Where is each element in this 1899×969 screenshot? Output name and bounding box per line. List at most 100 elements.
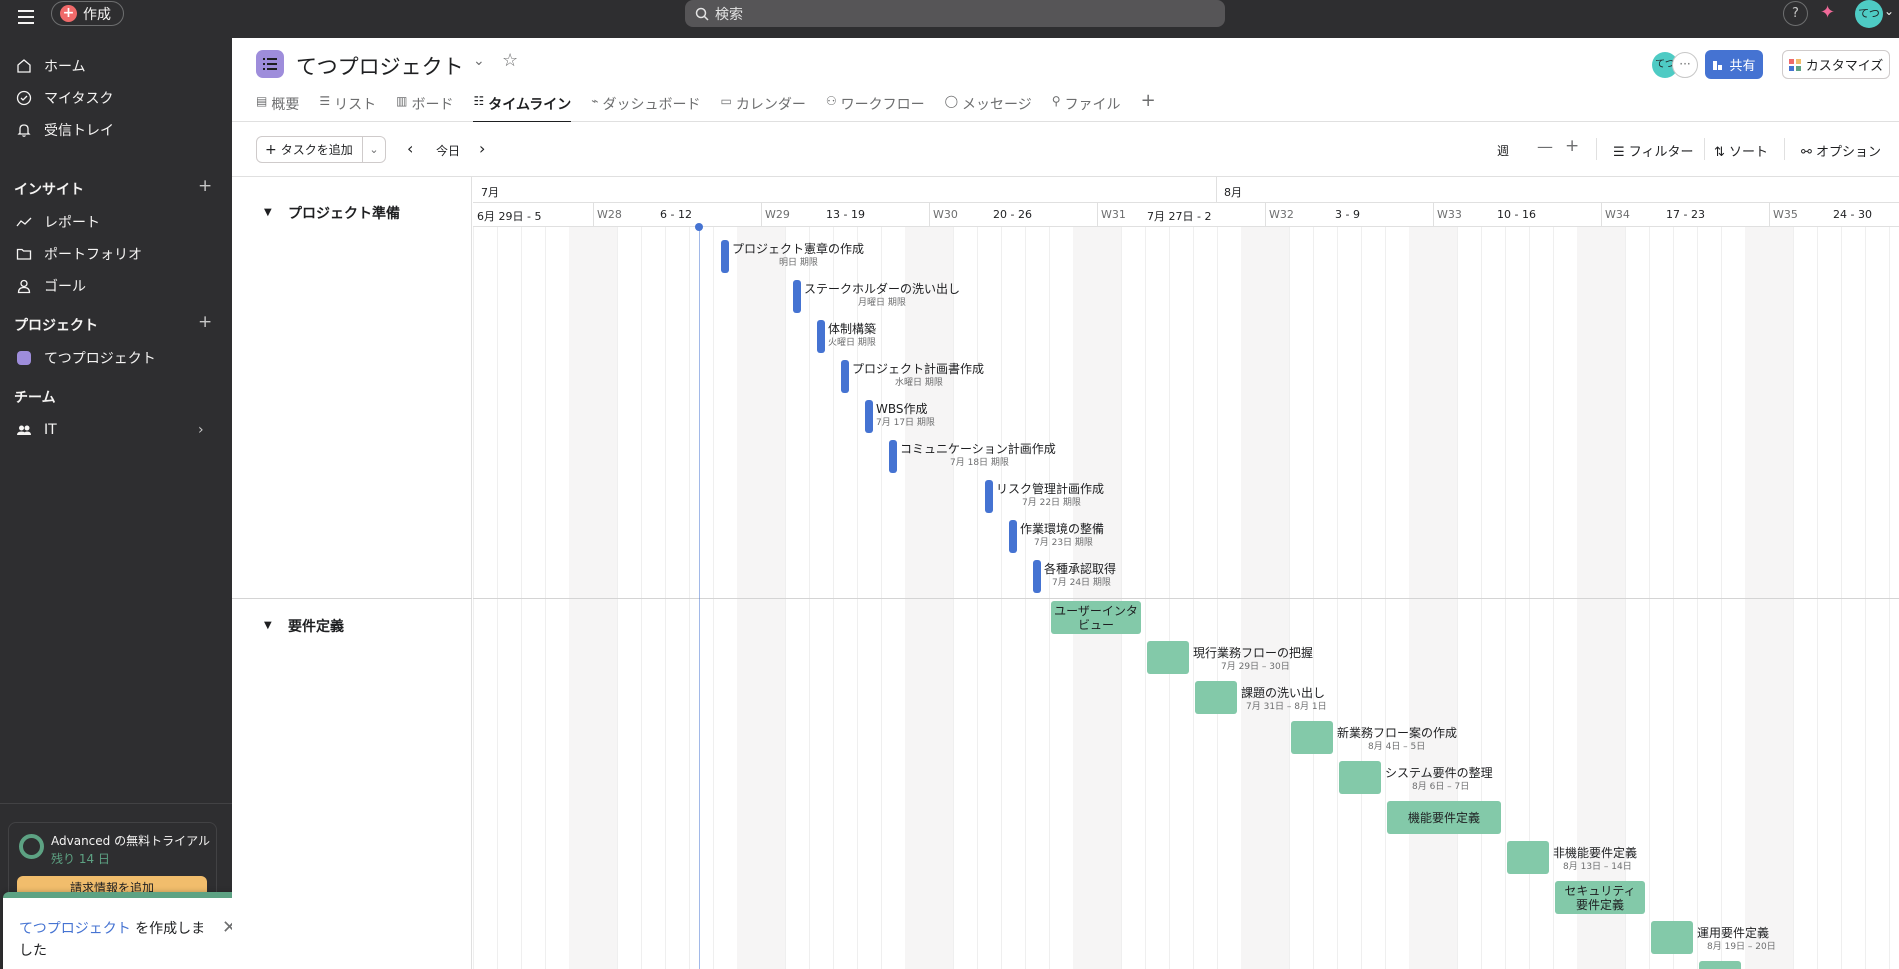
task-title[interactable]: 運用要件定義: [1697, 926, 1770, 940]
task-bar[interactable]: [1699, 961, 1741, 969]
divider: [929, 203, 930, 227]
task-title[interactable]: 各種承認取得: [1044, 562, 1117, 576]
sidebar-item-project[interactable]: てつプロジェクト: [14, 344, 156, 372]
task-date: 明日 期限: [779, 258, 818, 268]
task-milestone[interactable]: [1009, 520, 1017, 553]
zoom-in-icon[interactable]: +: [1565, 136, 1580, 156]
customize-button[interactable]: カスタマイズ: [1782, 50, 1890, 79]
search-input[interactable]: 検索: [685, 0, 1225, 27]
chevron-down-icon[interactable]: ⌄: [1884, 4, 1895, 18]
sidebar-item-team-it[interactable]: IT ›: [14, 416, 214, 444]
month-label: 7月: [481, 186, 499, 199]
task-bar[interactable]: [1195, 681, 1237, 714]
calendar-icon: ▭: [720, 94, 732, 108]
task-bar[interactable]: セキュリティ要件定義: [1555, 881, 1645, 914]
week-label: 20 - 26: [993, 208, 1032, 221]
divider: [473, 598, 1899, 599]
task-milestone[interactable]: [841, 360, 849, 393]
task-bar[interactable]: [1507, 841, 1549, 874]
sidebar-item-goals[interactable]: ゴール: [14, 272, 86, 300]
tab-files[interactable]: ⚲ ファイル: [1052, 90, 1121, 122]
tab-board[interactable]: ▥ ボード: [396, 90, 453, 122]
divider: [1433, 203, 1434, 227]
task-date: 火曜日 期限: [828, 338, 876, 348]
task-milestone[interactable]: [793, 280, 801, 313]
task-title[interactable]: システム要件の整理: [1385, 766, 1493, 780]
help-button[interactable]: ?: [1783, 1, 1808, 26]
create-button[interactable]: + 作成: [51, 1, 124, 26]
tab-dashboard[interactable]: ⌁ ダッシュボード: [591, 90, 700, 122]
month-label: 8月: [1224, 186, 1242, 199]
sidebar-item-reports[interactable]: レポート: [14, 208, 100, 236]
sidebar-item-label: ゴール: [44, 279, 86, 295]
task-milestone[interactable]: [889, 440, 897, 473]
task-title[interactable]: 現行業務フローの把握: [1193, 646, 1314, 660]
task-title[interactable]: コミュニケーション計画作成: [900, 442, 1056, 456]
task-bar[interactable]: [1339, 761, 1381, 794]
today-button[interactable]: 今日: [436, 144, 461, 158]
filter-button[interactable]: ☰ フィルター: [1613, 141, 1694, 160]
tab-overview[interactable]: ▤ 概要: [256, 90, 299, 122]
tab-calendar[interactable]: ▭ カレンダー: [720, 90, 805, 122]
task-title[interactable]: 作業環境の整備: [1020, 522, 1105, 536]
chevron-left-icon[interactable]: ‹: [407, 139, 414, 158]
hamburger-menu-icon[interactable]: [16, 5, 40, 29]
sidebar-item-label: てつプロジェクト: [44, 351, 156, 367]
tab-workflow[interactable]: ⚇ ワークフロー: [826, 90, 925, 122]
tab-timeline[interactable]: ☷ タイムライン: [473, 90, 571, 123]
toast-project-link[interactable]: てつプロジェクト: [19, 921, 131, 937]
chevron-down-icon[interactable]: ⌄: [362, 136, 386, 163]
task-title[interactable]: 非機能要件定義: [1553, 846, 1638, 860]
sidebar-item-my-tasks[interactable]: マイタスク: [14, 84, 113, 112]
task-title[interactable]: リスク管理計画作成: [996, 482, 1105, 496]
ai-sparkle-icon[interactable]: ✦: [1820, 2, 1836, 23]
task-milestone[interactable]: [985, 480, 993, 513]
collapse-triangle-icon[interactable]: ▼: [264, 207, 272, 218]
tab-list[interactable]: ☰ リスト: [319, 90, 376, 122]
task-date: 7月 29日 – 30日: [1221, 662, 1290, 672]
task-milestone[interactable]: [817, 320, 825, 353]
sidebar-item-inbox[interactable]: 受信トレイ: [14, 116, 114, 144]
chevron-right-icon[interactable]: ›: [479, 139, 486, 158]
task-milestone[interactable]: [721, 240, 729, 273]
add-task-button[interactable]: + タスクを追加: [256, 136, 363, 163]
person-icon: [14, 276, 34, 296]
task-title[interactable]: ステークホルダーの洗い出し: [804, 282, 961, 296]
task-milestone[interactable]: [865, 400, 873, 433]
share-label: 共有: [1729, 59, 1756, 74]
task-title[interactable]: WBS作成: [876, 402, 928, 416]
task-title[interactable]: プロジェクト憲章の作成: [732, 242, 865, 256]
task-title[interactable]: プロジェクト計画書作成: [852, 362, 985, 376]
section-name: 要件定義: [288, 619, 344, 635]
more-members-button[interactable]: ···: [1672, 52, 1698, 78]
sidebar-item-portfolios[interactable]: ポートフォリオ: [14, 240, 142, 268]
chevron-down-icon[interactable]: ⌄: [473, 53, 485, 69]
sidebar-item-label: ホーム: [44, 59, 86, 75]
task-bar[interactable]: [1147, 641, 1189, 674]
zoom-out-icon[interactable]: —: [1537, 137, 1553, 156]
collapse-triangle-icon[interactable]: ▼: [264, 620, 272, 631]
task-bar[interactable]: ユーザーインタビュー: [1051, 601, 1141, 634]
add-tab-icon[interactable]: +: [1140, 90, 1156, 111]
task-title[interactable]: 体制構築: [828, 322, 877, 336]
task-bar[interactable]: [1291, 721, 1333, 754]
task-date: 8月 19日 – 20日: [1707, 942, 1776, 952]
task-bar[interactable]: 機能要件定義: [1387, 801, 1501, 834]
list-icon: ☰: [319, 94, 331, 108]
star-icon[interactable]: ☆: [502, 50, 519, 71]
add-insight-icon[interactable]: +: [198, 176, 213, 196]
tab-messages[interactable]: ◯ メッセージ: [945, 90, 1032, 122]
sidebar-item-home[interactable]: ホーム: [14, 52, 86, 80]
add-project-icon[interactable]: +: [198, 312, 213, 332]
top-bar: + 作成 検索 ? ✦ てつ ⌄: [0, 0, 1899, 38]
zoom-level[interactable]: 週: [1497, 144, 1510, 158]
bell-icon: [14, 120, 34, 140]
task-milestone[interactable]: [1033, 560, 1041, 593]
sort-button[interactable]: ⇅ ソート: [1714, 141, 1768, 160]
user-avatar[interactable]: てつ: [1855, 0, 1883, 28]
task-bar[interactable]: [1651, 921, 1693, 954]
options-button[interactable]: ⚯ オプション: [1801, 141, 1881, 160]
share-button[interactable]: 共有: [1705, 50, 1763, 79]
task-title[interactable]: 新業務フロー案の作成: [1337, 726, 1458, 740]
task-title[interactable]: 課題の洗い出し: [1241, 686, 1326, 700]
